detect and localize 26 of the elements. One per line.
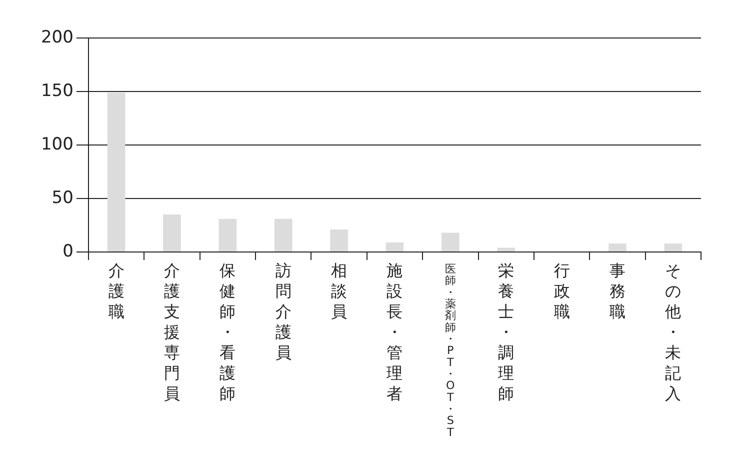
y-tick-label: 150 [40, 80, 74, 101]
x-tick-label: 施設長・管理者 [386, 261, 403, 404]
x-tick-label: 事務職 [609, 261, 626, 322]
x-tick-label: 栄養士・調理師 [498, 261, 514, 404]
bar [664, 243, 682, 252]
y-tick-label: 100 [40, 134, 74, 154]
bar [163, 214, 181, 252]
bar [107, 92, 126, 252]
x-tick-label: 訪問介護員 [275, 261, 292, 362]
y-tick-label: 0 [62, 241, 74, 262]
bar [442, 232, 460, 252]
bar [274, 218, 292, 252]
bar [386, 242, 404, 252]
x-tick-label: 行政職 [554, 261, 570, 322]
x-tick-label: 介護支援専門員 [164, 261, 180, 404]
x-tick-label: 介護職 [108, 261, 124, 322]
x-tick-label: 保健師・看護師 [220, 261, 236, 404]
bar [608, 243, 626, 252]
bar [497, 248, 516, 252]
category-label: 医師・薬剤師・PT・OT・ST [444, 262, 456, 439]
x-tick-label: 相談員 [331, 261, 348, 322]
y-tick-label: 200 [40, 27, 74, 48]
bar [218, 218, 237, 252]
x-tick-label: その他・未記入 [665, 261, 682, 404]
y-tick-label: 50 [52, 188, 74, 208]
bar [330, 230, 348, 252]
